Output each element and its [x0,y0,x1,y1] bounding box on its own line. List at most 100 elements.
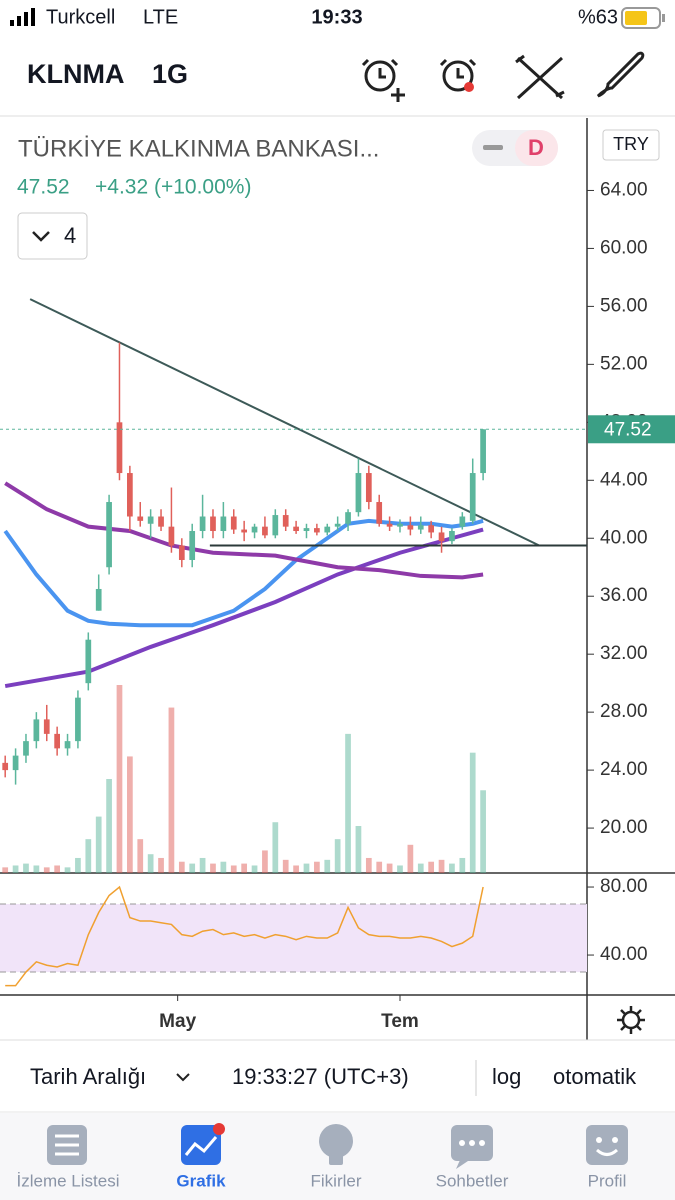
carrier: Turkcell [46,6,115,28]
volume-bar [137,839,144,873]
currency: TRY [613,134,649,154]
rsi-pane [0,885,587,987]
candle-body [345,512,351,524]
candle-body [230,516,237,530]
y-tick-label: 36.00 [600,585,648,606]
volume-bar [189,863,196,873]
volume-bar [428,861,435,873]
candle-body [251,526,258,533]
axes: 20.0024.0028.0032.0036.0040.0044.0048.00… [159,179,675,1032]
volume-bar [345,733,351,873]
tab-profile[interactable]: Profil [588,1171,627,1190]
price-pane [0,298,587,873]
trend-line [29,298,540,547]
date-range[interactable]: Tarih Aralığı [30,1064,146,1089]
candle-body [127,473,133,517]
chevron [32,231,50,242]
candle-body [43,719,50,734]
candle-body [241,529,248,533]
candle-body [282,515,289,527]
y-tick-label: 52.00 [600,353,648,374]
frame [0,118,675,1040]
volume-bar [230,865,237,873]
candle-body [428,525,435,533]
candle-body [438,532,445,542]
indicator-toggle[interactable] [17,212,88,260]
volume-bar [282,859,289,873]
y-tick-label: 20.00 [600,817,648,838]
volume-bar [54,865,60,873]
candle-body [386,523,393,527]
volume-bar [417,863,424,873]
candle-body [116,422,123,474]
y-tick-label: 64.00 [600,179,648,200]
candle-body [417,525,424,530]
chevron [176,1073,190,1082]
candle-body [75,697,81,742]
y-tick-label: 28.00 [600,701,648,722]
tab-icons [47,1123,628,1169]
volume-bar [293,865,299,873]
badge[interactable]: D [528,135,544,160]
candle-body [158,516,164,527]
y-tick-label: 44.00 [600,469,648,490]
candle-body [189,531,196,560]
candle-body [23,741,29,756]
volume-bar [314,861,320,873]
candle-body [449,531,455,542]
candle-body [365,473,372,503]
gear[interactable] [617,1006,645,1034]
candle-body [54,733,60,749]
minus[interactable] [483,145,503,150]
x-tick-label: Tem [381,1011,419,1032]
log-toggle[interactable]: log [492,1064,521,1089]
volume-bar [469,752,476,873]
tab-chart[interactable]: Grafik [176,1171,226,1190]
auto-toggle[interactable]: otomatik [553,1064,637,1089]
clock-tz[interactable]: 19:33:27 (UTC+3) [232,1064,409,1089]
alert-dot [464,82,474,92]
volume-bar [365,857,372,873]
candle-body [210,516,216,532]
currency-box [602,129,660,161]
tab-chats[interactable]: Sohbetler [436,1171,509,1190]
volume-bar [220,861,227,873]
toolbar-icons[interactable] [361,51,645,102]
y-tick-label: 40.00 [600,527,648,548]
volume-bar [106,779,112,873]
interval[interactable]: 1G [152,59,188,89]
last-price-label: 47.52 [604,419,652,440]
volume-bar [241,863,248,873]
y-tick-label: 60.00 [600,237,648,258]
candle-body [314,528,320,533]
volume-bar [355,826,362,873]
volume-bar [116,685,123,873]
volume-bar [324,859,331,873]
battery-icon [621,7,665,29]
candle-body [355,473,362,513]
volume-bar [376,861,383,873]
volume-bar [251,865,258,873]
tab-watchlist[interactable]: İzleme Listesi [17,1171,120,1190]
volume-bar [2,867,9,873]
volume-bar [303,863,310,873]
candle-body [147,516,154,524]
volume-bar [147,854,154,873]
candle-body [137,516,144,521]
volume-bar [168,707,175,873]
volume-bar [12,865,19,873]
candle-body [64,741,71,749]
volume-bar [178,861,185,873]
candle-body [2,762,9,771]
tab-ideas[interactable]: Fikirler [311,1171,362,1190]
rsi-line [5,885,484,987]
volume-bar [64,867,71,873]
candle-body [293,526,299,532]
candle-body [376,502,383,524]
candle-body [459,516,466,527]
volume-bar [95,816,102,873]
candle-body [85,639,92,684]
symbol[interactable]: KLNMA [27,59,124,89]
candle-body [324,526,331,533]
